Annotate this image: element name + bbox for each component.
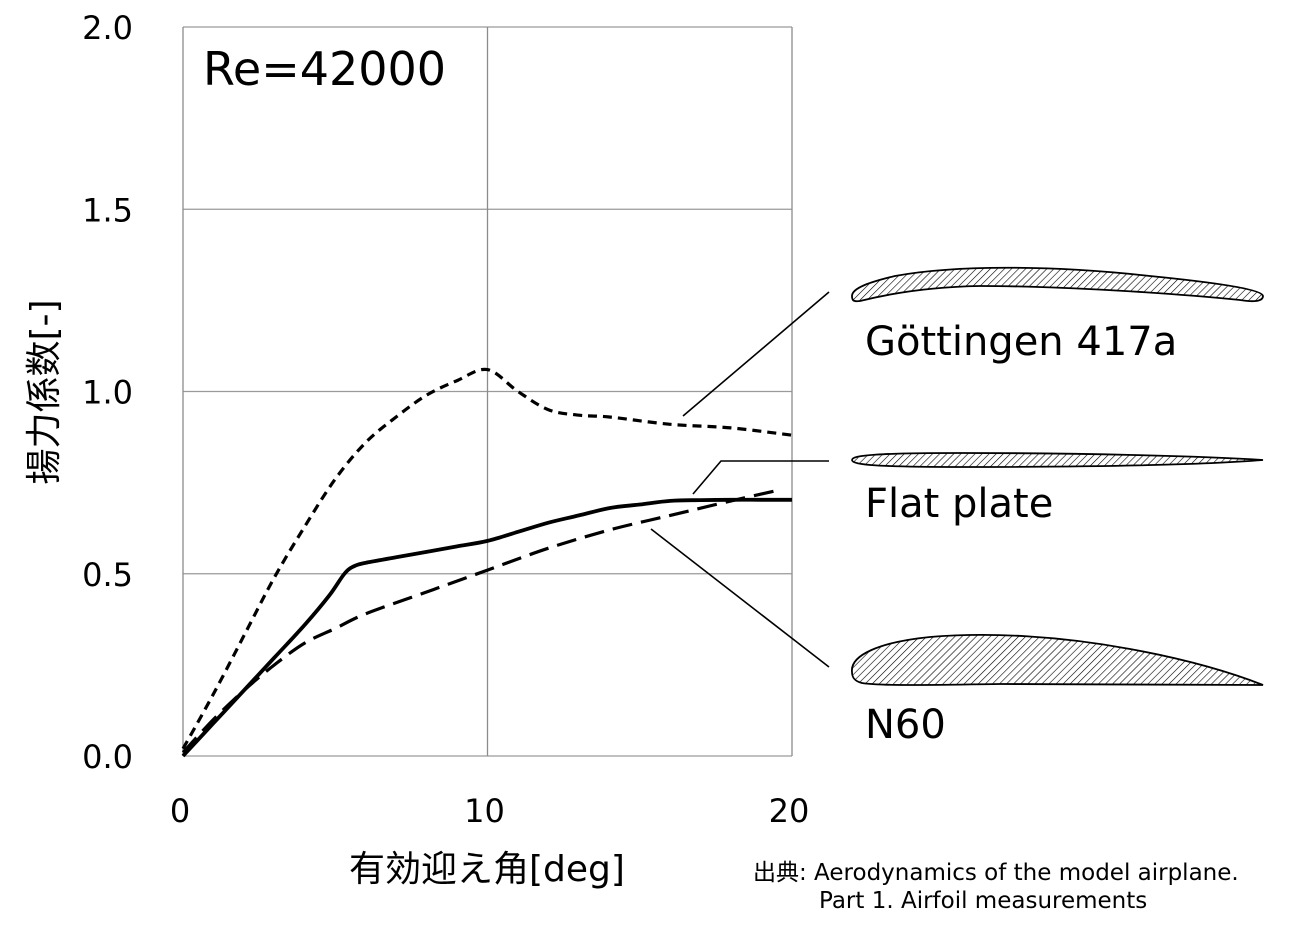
source-line-2: Part 1. Airfoil measurements bbox=[819, 888, 1147, 914]
x-axis-title: 有効迎え角[deg] bbox=[349, 849, 625, 890]
source-line-1: 出典: Aerodynamics of the model airplane. bbox=[753, 860, 1239, 886]
x-tick-label: 0 bbox=[170, 792, 190, 830]
airfoil-flat-plate bbox=[851, 452, 1264, 468]
y-tick-label: 1.5 bbox=[82, 191, 133, 229]
legend-label-n60: N60 bbox=[865, 702, 946, 748]
y-axis-title: 揚力係数[-] bbox=[24, 299, 65, 484]
series-flat-plate bbox=[181, 497, 792, 758]
x-tick-label: 20 bbox=[769, 792, 810, 830]
airfoil-n60 bbox=[851, 634, 1264, 686]
legend-label-flat-plate: Flat plate bbox=[865, 481, 1053, 527]
leader-line-n60 bbox=[650, 528, 830, 668]
y-tick-label: 1.0 bbox=[82, 374, 133, 412]
series-group bbox=[181, 367, 793, 758]
source-note: 出典: Aerodynamics of the model airplane. … bbox=[753, 860, 1239, 914]
series-n60 bbox=[181, 488, 781, 754]
grid bbox=[182, 26, 793, 757]
airfoil-gottingen-417a bbox=[851, 266, 1264, 303]
y-tick-label: 0.5 bbox=[82, 556, 133, 594]
reynolds-annotation: Re=42000 bbox=[203, 42, 446, 96]
tick-labels: 0.0 0.5 1.0 1.5 2.0 0 10 20 bbox=[82, 9, 809, 830]
legend-label-gottingen: Göttingen 417a bbox=[865, 319, 1177, 365]
leader-line-flat-plate bbox=[692, 460, 829, 495]
y-tick-label: 0.0 bbox=[82, 738, 133, 776]
series-gottingen-417a bbox=[181, 367, 793, 750]
leader-line-gottingen bbox=[682, 291, 830, 417]
legend: Göttingen 417a Flat plate N60 bbox=[650, 266, 1264, 748]
y-tick-label: 2.0 bbox=[82, 9, 133, 47]
x-tick-label: 10 bbox=[464, 792, 505, 830]
